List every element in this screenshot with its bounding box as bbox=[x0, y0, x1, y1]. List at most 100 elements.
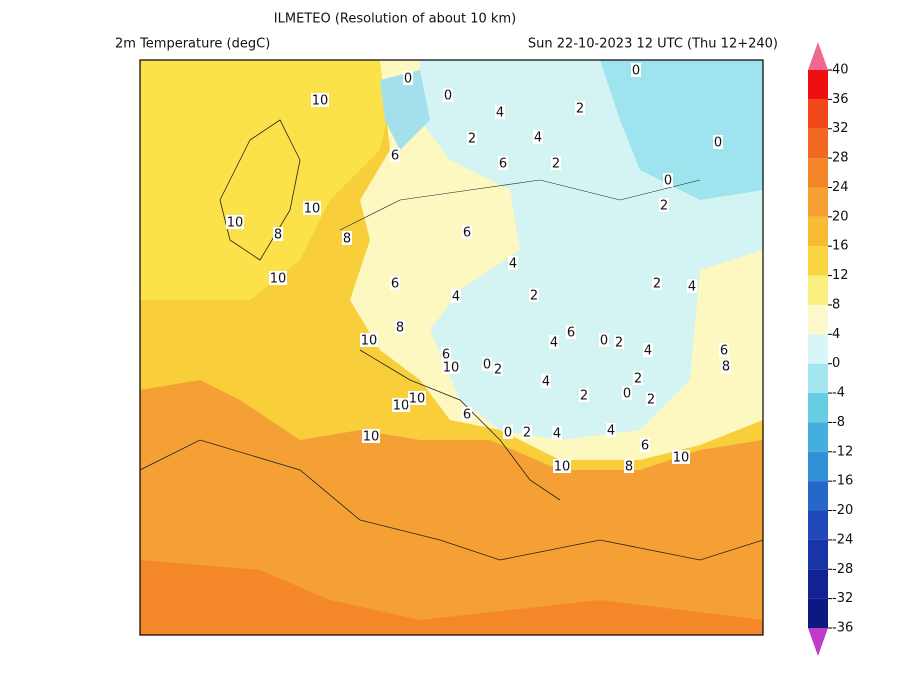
contour-label-bg bbox=[553, 459, 571, 473]
contour-label-bg bbox=[579, 388, 589, 402]
contour-label-bg bbox=[342, 231, 352, 245]
colorbar-tick-label: -20 bbox=[832, 503, 853, 518]
contour-label-bg bbox=[721, 359, 731, 373]
contour-label: 10 bbox=[270, 272, 287, 287]
contour-label: 10 bbox=[443, 361, 460, 376]
contour-label-bg bbox=[640, 438, 650, 452]
contour-label: 8 bbox=[625, 460, 633, 475]
hot-region bbox=[140, 560, 763, 635]
colorbar-band bbox=[808, 158, 828, 188]
contour-label-bg bbox=[633, 371, 643, 385]
contour-label: 10 bbox=[409, 392, 426, 407]
contour-label: 6 bbox=[463, 226, 471, 241]
contour-label: 10 bbox=[304, 202, 321, 217]
contour-label: 4 bbox=[553, 427, 561, 442]
colorbar-band bbox=[808, 393, 828, 423]
contour-label-bg bbox=[408, 391, 426, 405]
colorbar-band bbox=[808, 510, 828, 540]
contour-label: 6 bbox=[641, 439, 649, 454]
contour-label-bg bbox=[599, 333, 609, 347]
contour-label: 6 bbox=[567, 326, 575, 341]
colorbar-tick-label: 28 bbox=[832, 151, 849, 166]
valid-time: Sun 22-10-2023 12 UTC (Thu 12+240) bbox=[528, 37, 778, 52]
contour-label-bg bbox=[643, 343, 653, 357]
contour-label-bg bbox=[462, 225, 472, 239]
contour-label-bg bbox=[575, 101, 585, 115]
mild-region bbox=[140, 60, 400, 300]
contour-label: 2 bbox=[647, 393, 655, 408]
contour-label-bg bbox=[672, 450, 690, 464]
colorbar-band bbox=[808, 539, 828, 570]
colorbar-band bbox=[808, 598, 828, 628]
contour-label-bg bbox=[631, 63, 641, 77]
contour-label: 8 bbox=[343, 232, 351, 247]
colorbar-tick-label: 12 bbox=[832, 268, 849, 283]
contour-label-bg bbox=[652, 276, 662, 290]
contour-label-bg bbox=[495, 105, 505, 119]
colorbar-band bbox=[808, 304, 828, 335]
contour-label: 0 bbox=[664, 174, 672, 189]
colder-region bbox=[380, 70, 430, 150]
colorbar-tick-label: 32 bbox=[832, 121, 849, 136]
contour-label: 0 bbox=[714, 136, 722, 151]
contour-label: 4 bbox=[542, 375, 550, 390]
colder-region bbox=[600, 60, 763, 200]
colorbar-tick-label: 16 bbox=[832, 239, 849, 254]
contour-label: 10 bbox=[393, 399, 410, 414]
contour-label-bg bbox=[687, 279, 697, 293]
colorbar-band bbox=[808, 363, 828, 394]
map-frame bbox=[139, 59, 764, 636]
contour-label: 8 bbox=[274, 228, 282, 243]
contour-label: 0 bbox=[600, 334, 608, 349]
contour-label: 6 bbox=[499, 157, 507, 172]
contour-label: 2 bbox=[615, 336, 623, 351]
contour-label-bg bbox=[462, 407, 472, 421]
contour-label-bg bbox=[395, 320, 405, 334]
contour-label-bg bbox=[614, 335, 624, 349]
contour-label-bg bbox=[498, 156, 508, 170]
contour-label: 6 bbox=[391, 149, 399, 164]
contour-label-bg bbox=[493, 362, 503, 376]
contour-label: 2 bbox=[523, 426, 531, 441]
contour-label-bg bbox=[390, 276, 400, 290]
colorbar-band bbox=[808, 275, 828, 305]
colorbar-under bbox=[808, 628, 828, 656]
contour-label: 6 bbox=[442, 348, 450, 363]
contour-label: 4 bbox=[534, 131, 542, 146]
colorbar-band bbox=[808, 334, 828, 364]
contour-label: 4 bbox=[607, 424, 615, 439]
contour-label-bg bbox=[508, 256, 518, 270]
contour-label: 0 bbox=[623, 387, 631, 402]
contour-label: 0 bbox=[632, 64, 640, 79]
contour-label: 2 bbox=[468, 132, 476, 147]
colorbar-band bbox=[808, 70, 828, 100]
contour-label: 0 bbox=[404, 72, 412, 87]
colorbar-tick-label: 40 bbox=[832, 63, 849, 78]
contour-label-bg bbox=[390, 148, 400, 162]
contour-label: 0 bbox=[444, 89, 452, 104]
variable-label: 2m Temperature (degC) bbox=[115, 37, 270, 52]
contour-label: 2 bbox=[653, 277, 661, 292]
contour-label-bg bbox=[441, 347, 451, 361]
colorbar-band bbox=[808, 246, 828, 276]
contour-label-bg bbox=[566, 325, 576, 339]
contour-label: 6 bbox=[391, 277, 399, 292]
colorbar-tick-label: -24 bbox=[832, 532, 853, 547]
colorbar-tick-label: -4 bbox=[832, 386, 845, 401]
contour-label: 6 bbox=[720, 344, 728, 359]
contour-label-bg bbox=[503, 425, 513, 439]
contour-label: 2 bbox=[576, 102, 584, 117]
border bbox=[339, 179, 701, 231]
contour-label: 8 bbox=[722, 360, 730, 375]
contour-label-bg bbox=[467, 131, 477, 145]
contour-label-bg bbox=[541, 374, 551, 388]
contour-label: 6 bbox=[463, 408, 471, 423]
contour-label: 2 bbox=[530, 289, 538, 304]
contour-label-bg bbox=[273, 227, 283, 241]
contour-label-bg bbox=[482, 357, 492, 371]
colorbar-band bbox=[808, 422, 828, 452]
coastline bbox=[359, 349, 561, 501]
